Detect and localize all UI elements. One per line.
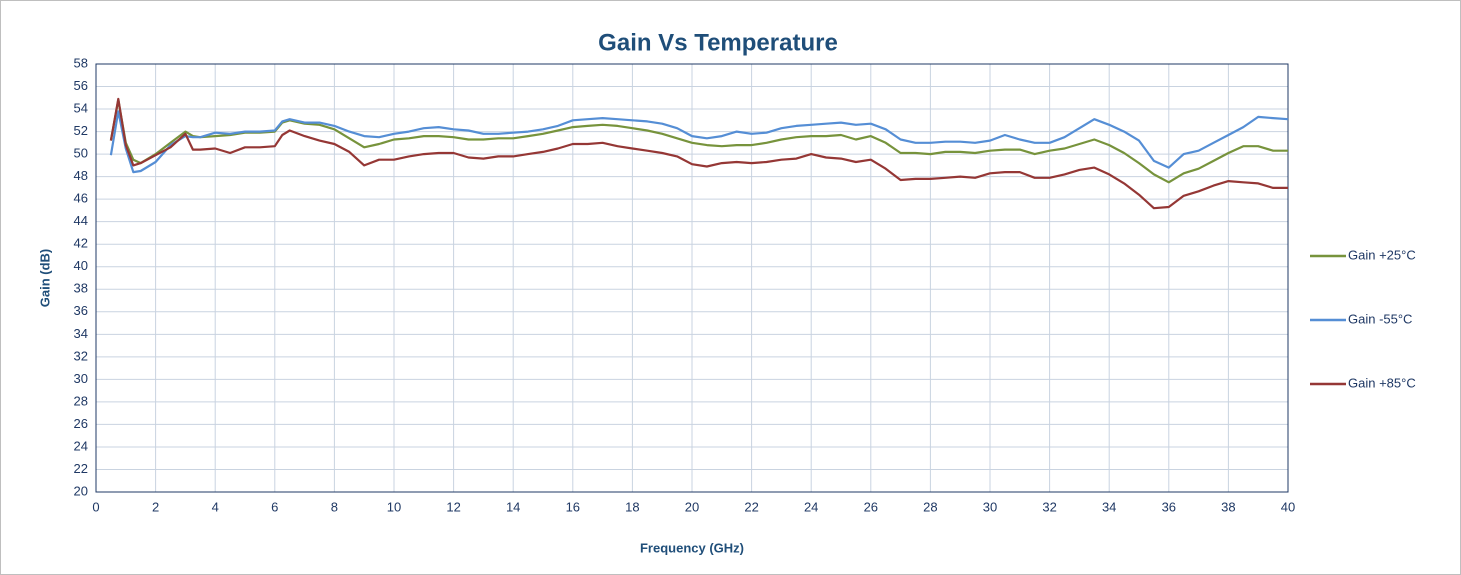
legend-label: Gain -55°C bbox=[1348, 311, 1412, 326]
x-tick-label: 24 bbox=[804, 499, 818, 514]
y-tick-label: 46 bbox=[74, 191, 88, 206]
y-tick-label: 54 bbox=[74, 100, 88, 115]
y-tick-label: 22 bbox=[74, 461, 88, 476]
x-axis-label: Frequency (GHz) bbox=[640, 540, 744, 555]
y-tick-label: 42 bbox=[74, 236, 88, 251]
x-tick-label: 34 bbox=[1102, 499, 1116, 514]
legend-label: Gain +85°C bbox=[1348, 375, 1416, 390]
x-tick-label: 28 bbox=[923, 499, 937, 514]
x-tick-label: 26 bbox=[864, 499, 878, 514]
x-tick-label: 8 bbox=[331, 499, 338, 514]
x-tick-label: 20 bbox=[685, 499, 699, 514]
x-tick-label: 4 bbox=[212, 499, 219, 514]
y-tick-label: 20 bbox=[74, 483, 88, 498]
y-tick-label: 50 bbox=[74, 146, 88, 161]
y-axis-label: Gain (dB) bbox=[37, 249, 52, 308]
x-tick-label: 40 bbox=[1281, 499, 1295, 514]
x-tick-label: 30 bbox=[983, 499, 997, 514]
x-tick-label: 10 bbox=[387, 499, 401, 514]
y-tick-label: 26 bbox=[74, 416, 88, 431]
y-tick-label: 24 bbox=[74, 438, 88, 453]
series-line bbox=[109, 97, 1288, 210]
y-tick-label: 58 bbox=[74, 55, 88, 70]
y-tick-label: 32 bbox=[74, 348, 88, 363]
x-tick-label: 14 bbox=[506, 499, 520, 514]
x-tick-label: 12 bbox=[446, 499, 460, 514]
plot-frame bbox=[95, 63, 1289, 493]
y-tick-label: 36 bbox=[74, 303, 88, 318]
y-tick-label: 56 bbox=[74, 78, 88, 93]
y-tick-label: 38 bbox=[74, 281, 88, 296]
y-tick-label: 30 bbox=[74, 371, 88, 386]
x-tick-label: 2 bbox=[152, 499, 159, 514]
y-tick-label: 44 bbox=[74, 213, 88, 228]
x-tick-label: 16 bbox=[566, 499, 580, 514]
x-tick-label: 0 bbox=[92, 499, 99, 514]
x-tick-label: 36 bbox=[1162, 499, 1176, 514]
series-line bbox=[109, 110, 1289, 174]
x-tick-label: 32 bbox=[1042, 499, 1056, 514]
y-tick-label: 48 bbox=[74, 168, 88, 183]
x-tick-label: 22 bbox=[744, 499, 758, 514]
x-tick-label: 18 bbox=[625, 499, 639, 514]
y-tick-label: 34 bbox=[74, 326, 88, 341]
chart-title: Gain Vs Temperature bbox=[598, 29, 838, 56]
y-tick-label: 52 bbox=[74, 123, 88, 138]
legend-label: Gain +25°C bbox=[1348, 247, 1416, 262]
y-tick-label: 28 bbox=[74, 393, 88, 408]
y-tick-label: 40 bbox=[74, 258, 88, 273]
x-tick-label: 6 bbox=[271, 499, 278, 514]
x-tick-label: 38 bbox=[1221, 499, 1235, 514]
